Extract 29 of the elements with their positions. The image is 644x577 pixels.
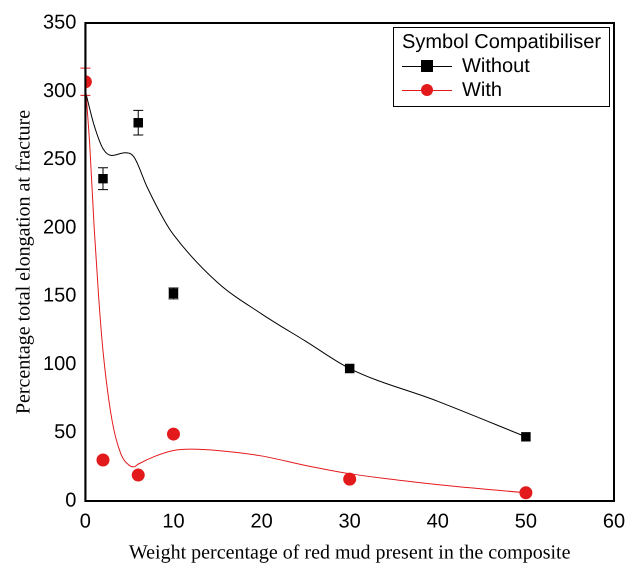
legend-label: Without bbox=[462, 54, 530, 78]
y-tick-label: 300 bbox=[42, 80, 76, 102]
point bbox=[133, 118, 143, 128]
x-tick-label: 0 bbox=[80, 510, 91, 533]
point bbox=[343, 472, 356, 486]
point bbox=[98, 174, 108, 184]
y-tick-label: 100 bbox=[42, 352, 76, 375]
x-tick-label: 60 bbox=[602, 510, 626, 533]
x-tick-label: 30 bbox=[338, 510, 361, 533]
y-tick-label: 350 bbox=[42, 12, 76, 34]
y-tick-label: 200 bbox=[42, 216, 76, 238]
point bbox=[166, 428, 180, 441]
x-tick-label: 50 bbox=[514, 510, 538, 533]
point bbox=[96, 454, 110, 467]
y-tick-label: 250 bbox=[42, 148, 76, 170]
legend-label: With bbox=[462, 78, 502, 102]
x-tick-label: 40 bbox=[426, 510, 449, 533]
x-axis-title: Weight percentage of red mud present in the composite bbox=[128, 541, 571, 564]
legend-title: Symbol Compatibiliser bbox=[402, 30, 601, 54]
y-tick-label: 50 bbox=[54, 421, 76, 444]
point bbox=[519, 486, 532, 500]
point bbox=[344, 364, 354, 374]
point bbox=[521, 432, 531, 442]
point bbox=[132, 468, 145, 482]
y-axis-title: Percentage total elongation at fracture bbox=[12, 110, 34, 414]
x-tick-label: 10 bbox=[162, 510, 185, 533]
x-tick-label: 20 bbox=[250, 510, 273, 533]
y-tick-label: 0 bbox=[65, 490, 76, 512]
y-tick-label: 150 bbox=[42, 284, 76, 307]
